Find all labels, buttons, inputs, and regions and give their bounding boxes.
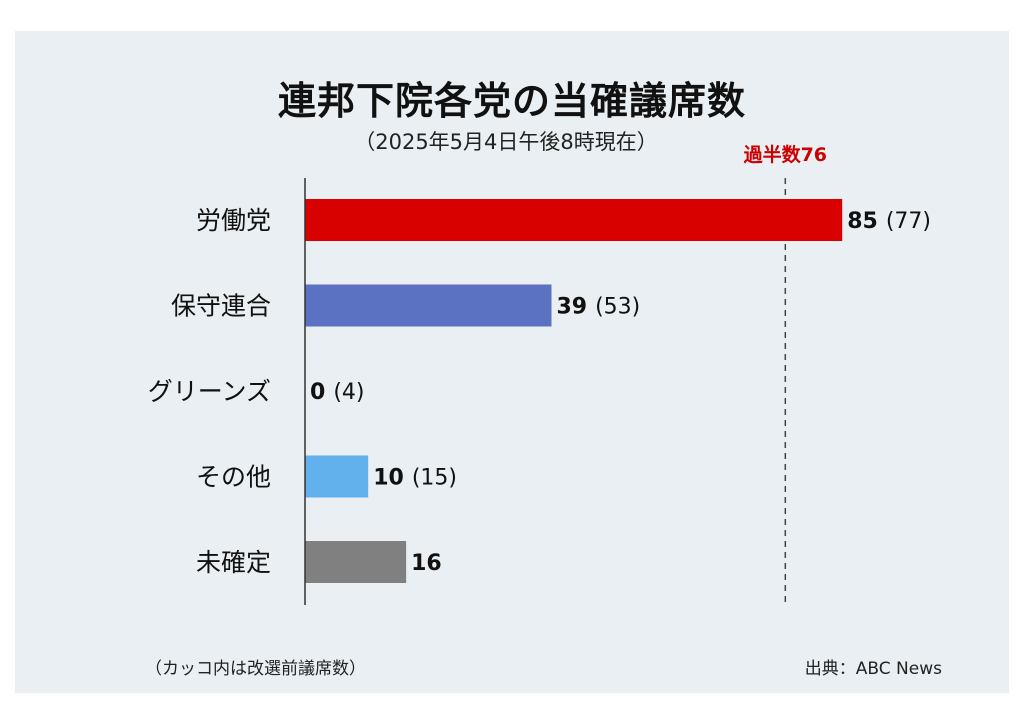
bar <box>305 541 407 583</box>
category-label: その他 <box>196 463 271 492</box>
chart-title: 連邦下院各党の当確議席数 <box>277 79 746 123</box>
value-label: 0 (4) <box>310 380 364 405</box>
bar <box>305 199 843 241</box>
value-label: 85 (77) <box>847 209 931 234</box>
footnote: （カッコ内は改選前議席数） <box>145 659 366 679</box>
category-label: グリーンズ <box>148 377 271 406</box>
chart-panel <box>15 31 1009 693</box>
category-label: 労働党 <box>196 206 271 235</box>
chart-subtitle: （2025年5月4日午後8時現在） <box>354 130 658 154</box>
source-credit: 出典：ABC News <box>804 659 942 679</box>
value-label: 10 (15) <box>373 466 457 491</box>
category-label: 保守連合 <box>171 292 271 321</box>
value-label: 16 <box>411 551 442 576</box>
bar <box>305 284 552 327</box>
bar <box>305 455 369 498</box>
category-label: 未確定 <box>196 548 271 577</box>
majority-reference-label: 過半数76 <box>744 143 827 166</box>
value-label: 39 (53) <box>556 295 640 320</box>
